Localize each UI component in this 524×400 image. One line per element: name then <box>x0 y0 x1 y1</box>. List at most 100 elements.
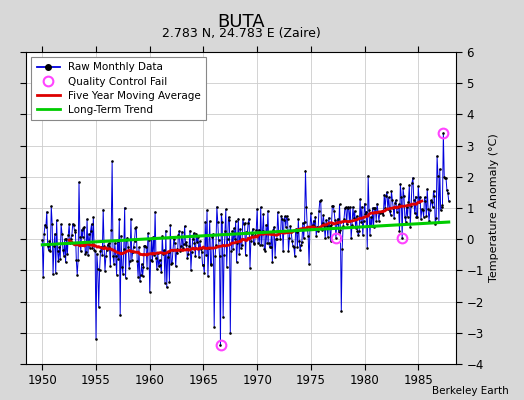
Point <box>335 201 344 208</box>
Point <box>69 221 77 227</box>
Point <box>331 217 339 224</box>
Point <box>328 222 336 228</box>
Point <box>281 224 290 230</box>
Y-axis label: Temperature Anomaly (°C): Temperature Anomaly (°C) <box>489 134 499 282</box>
Point <box>206 262 215 268</box>
Point <box>258 228 267 234</box>
Point <box>127 216 135 222</box>
Point <box>310 223 319 229</box>
Point <box>376 209 385 215</box>
Point <box>438 204 446 210</box>
Point <box>42 223 50 230</box>
Point <box>61 259 70 266</box>
Point <box>288 238 296 244</box>
Point <box>210 323 219 330</box>
Point <box>109 253 117 259</box>
Point <box>400 193 408 200</box>
Point <box>349 204 357 210</box>
Point <box>394 204 402 210</box>
Point <box>215 253 224 260</box>
Point <box>352 213 361 219</box>
Point <box>94 266 102 273</box>
Point <box>63 251 72 257</box>
Point <box>160 247 168 254</box>
Point <box>54 258 62 264</box>
Point <box>281 213 289 220</box>
Point <box>402 204 411 210</box>
Point <box>200 270 209 276</box>
Point <box>196 246 205 252</box>
Point <box>115 216 124 222</box>
Point <box>295 238 303 244</box>
Point <box>156 262 165 268</box>
Point <box>377 210 386 217</box>
Point <box>192 230 201 237</box>
Point <box>96 248 105 254</box>
Point <box>152 255 160 261</box>
Point <box>204 244 213 251</box>
Point <box>195 238 204 244</box>
Point <box>383 189 391 195</box>
Point <box>158 233 167 239</box>
Point <box>156 257 164 263</box>
Point <box>392 197 400 204</box>
Point <box>398 234 406 241</box>
Point <box>444 198 453 204</box>
Point <box>421 198 430 204</box>
Point <box>262 222 270 228</box>
Point <box>169 246 177 253</box>
Point <box>300 235 308 241</box>
Point <box>38 237 47 243</box>
Point <box>57 221 66 228</box>
Point <box>70 227 79 234</box>
Point <box>352 224 360 231</box>
Point <box>230 225 238 232</box>
Point <box>145 237 153 244</box>
Point <box>353 228 362 234</box>
Point <box>367 214 375 220</box>
Point <box>291 226 300 232</box>
Point <box>176 248 184 254</box>
Point <box>170 236 178 242</box>
Point <box>401 214 409 220</box>
Point <box>427 197 435 204</box>
Point <box>107 227 115 234</box>
Point <box>270 224 278 230</box>
Point <box>134 273 143 280</box>
Point <box>253 206 261 212</box>
Point <box>355 228 363 234</box>
Point <box>333 220 341 226</box>
Point <box>223 264 231 270</box>
Point <box>297 242 305 248</box>
Point <box>324 234 332 240</box>
Point <box>93 251 101 257</box>
Point <box>123 234 132 241</box>
Point <box>222 206 230 212</box>
Point <box>264 208 272 214</box>
Point <box>328 203 336 209</box>
Point <box>381 205 389 211</box>
Point <box>368 205 377 211</box>
Point <box>74 256 82 263</box>
Point <box>271 254 279 260</box>
Point <box>171 240 179 246</box>
Point <box>195 254 203 260</box>
Point <box>378 208 387 214</box>
Point <box>137 272 145 278</box>
Point <box>179 245 187 251</box>
Point <box>65 221 73 227</box>
Point <box>91 248 100 254</box>
Point <box>431 221 440 228</box>
Point <box>255 226 263 233</box>
Point <box>428 199 436 206</box>
Point <box>214 237 223 244</box>
Point <box>309 218 318 224</box>
Point <box>190 240 199 246</box>
Point <box>217 210 225 217</box>
Point <box>135 244 143 250</box>
Point <box>45 238 53 244</box>
Point <box>408 180 416 186</box>
Point <box>95 266 104 273</box>
Point <box>318 220 326 226</box>
Point <box>187 267 195 273</box>
